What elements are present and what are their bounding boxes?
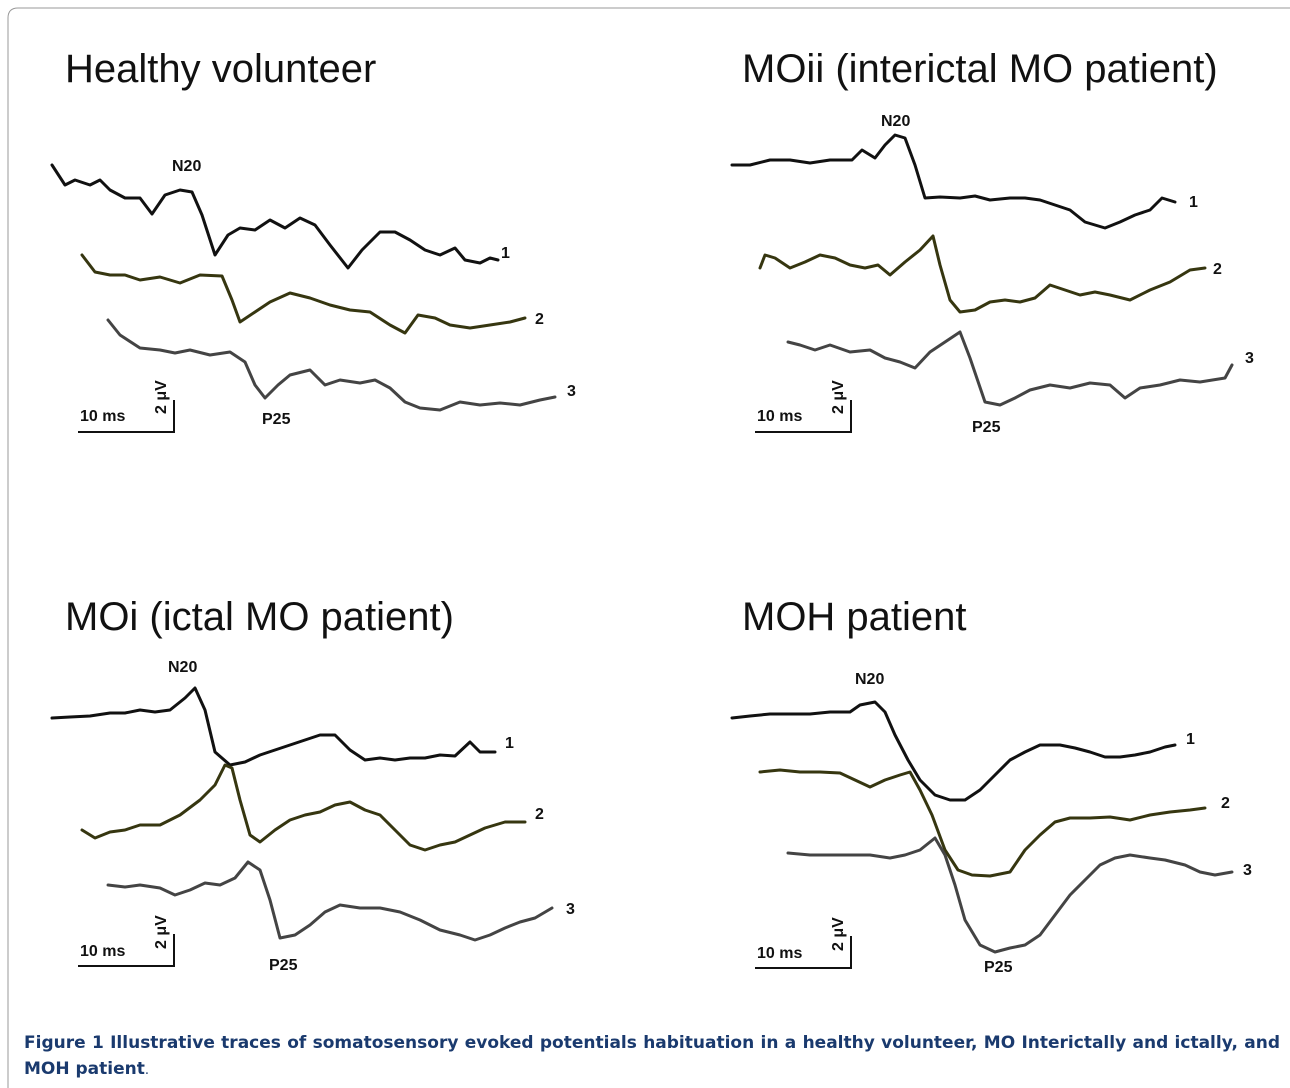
trace <box>80 763 527 852</box>
scale-bar <box>755 936 852 969</box>
peak-label: P25 <box>269 957 298 974</box>
time-scale: 10 ms <box>80 943 125 960</box>
peak-label: N20 <box>168 659 197 676</box>
frame <box>7 7 1290 1088</box>
scale-bar <box>78 400 175 433</box>
panel-title: MOi (ictal MO patient) <box>65 595 454 639</box>
trace <box>730 133 1177 230</box>
caption: Figure 1 Illustrative traces of somatose… <box>24 1030 1280 1084</box>
caption-text: Illustrative traces of somatosensory evo… <box>24 1033 1280 1079</box>
amplitude-scale: 2 μV <box>830 917 847 951</box>
caption-end: . <box>144 1063 150 1078</box>
peak-label: P25 <box>984 959 1013 976</box>
panel-title: MOH patient <box>742 595 967 639</box>
caption-box: Figure 1 Illustrative traces of somatose… <box>24 1030 1280 1084</box>
time-scale: 10 ms <box>80 408 125 425</box>
amplitude-scale: 2 μV <box>830 380 847 414</box>
trace <box>106 860 554 942</box>
amplitude-scale: 2 μV <box>153 380 170 414</box>
trace-label: 2 <box>535 311 544 328</box>
trace <box>106 318 557 412</box>
time-scale: 10 ms <box>757 408 802 425</box>
amplitude-scale: 2 μV <box>153 915 170 949</box>
trace <box>758 234 1207 314</box>
trace <box>730 700 1177 802</box>
trace-label: 1 <box>1189 194 1198 211</box>
trace-label: 2 <box>535 806 544 823</box>
time-scale: 10 ms <box>757 945 802 962</box>
caption-label: Figure 1 <box>24 1033 104 1053</box>
trace-label: 1 <box>1186 731 1195 748</box>
trace-label: 3 <box>1243 862 1252 879</box>
trace-label: 2 <box>1213 261 1222 278</box>
peak-label: N20 <box>172 158 201 175</box>
panel-title: MOii (interictal MO patient) <box>742 47 1218 91</box>
trace-label: 3 <box>566 901 575 918</box>
panel-title: Healthy volunteer <box>65 47 376 91</box>
scale-bar <box>755 400 852 433</box>
trace-label: 1 <box>505 735 514 752</box>
peak-label: P25 <box>262 411 291 428</box>
peak-label: N20 <box>855 671 884 688</box>
trace <box>786 330 1234 407</box>
trace <box>50 686 497 767</box>
trace-label: 1 <box>501 245 510 262</box>
peak-label: P25 <box>972 419 1001 436</box>
trace-label: 3 <box>1245 350 1254 367</box>
peak-label: N20 <box>881 113 910 130</box>
trace <box>80 253 527 335</box>
scale-bar <box>78 934 175 967</box>
trace-label: 2 <box>1221 795 1230 812</box>
trace <box>786 836 1234 954</box>
trace <box>758 768 1207 878</box>
trace <box>50 163 500 270</box>
trace-label: 3 <box>567 383 576 400</box>
